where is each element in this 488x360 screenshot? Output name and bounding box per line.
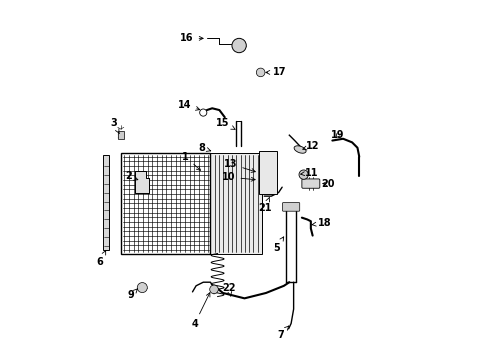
FancyBboxPatch shape bbox=[282, 203, 299, 211]
Text: 7: 7 bbox=[276, 326, 288, 340]
Circle shape bbox=[137, 283, 147, 293]
Text: 13: 13 bbox=[224, 159, 255, 172]
Text: 3: 3 bbox=[110, 118, 119, 133]
Text: 18: 18 bbox=[311, 218, 331, 228]
Text: 9: 9 bbox=[127, 289, 137, 301]
Polygon shape bbox=[135, 171, 149, 193]
Text: 16: 16 bbox=[180, 33, 203, 43]
Text: 8: 8 bbox=[198, 143, 210, 153]
Text: 17: 17 bbox=[265, 67, 286, 77]
Text: 14: 14 bbox=[178, 100, 199, 110]
Ellipse shape bbox=[293, 146, 305, 153]
Text: 20: 20 bbox=[321, 179, 334, 189]
Bar bbox=[121, 153, 210, 253]
FancyBboxPatch shape bbox=[301, 179, 319, 188]
Bar bbox=[102, 155, 109, 250]
Bar bbox=[258, 151, 276, 194]
Text: 6: 6 bbox=[97, 251, 105, 267]
Bar bbox=[118, 131, 123, 139]
Text: 1: 1 bbox=[182, 152, 200, 170]
Text: 22: 22 bbox=[222, 283, 235, 296]
Text: 10: 10 bbox=[222, 172, 255, 182]
Text: 4: 4 bbox=[191, 293, 209, 329]
Circle shape bbox=[256, 68, 264, 77]
Circle shape bbox=[231, 39, 246, 53]
Circle shape bbox=[209, 285, 218, 294]
Text: 2: 2 bbox=[124, 171, 138, 181]
Text: 11: 11 bbox=[300, 168, 318, 178]
Text: 21: 21 bbox=[258, 197, 271, 213]
Circle shape bbox=[298, 170, 308, 179]
Text: 12: 12 bbox=[302, 141, 319, 151]
Text: 19: 19 bbox=[330, 130, 344, 140]
Bar bbox=[210, 153, 262, 253]
Text: 5: 5 bbox=[272, 237, 283, 253]
Text: 15: 15 bbox=[216, 118, 235, 129]
